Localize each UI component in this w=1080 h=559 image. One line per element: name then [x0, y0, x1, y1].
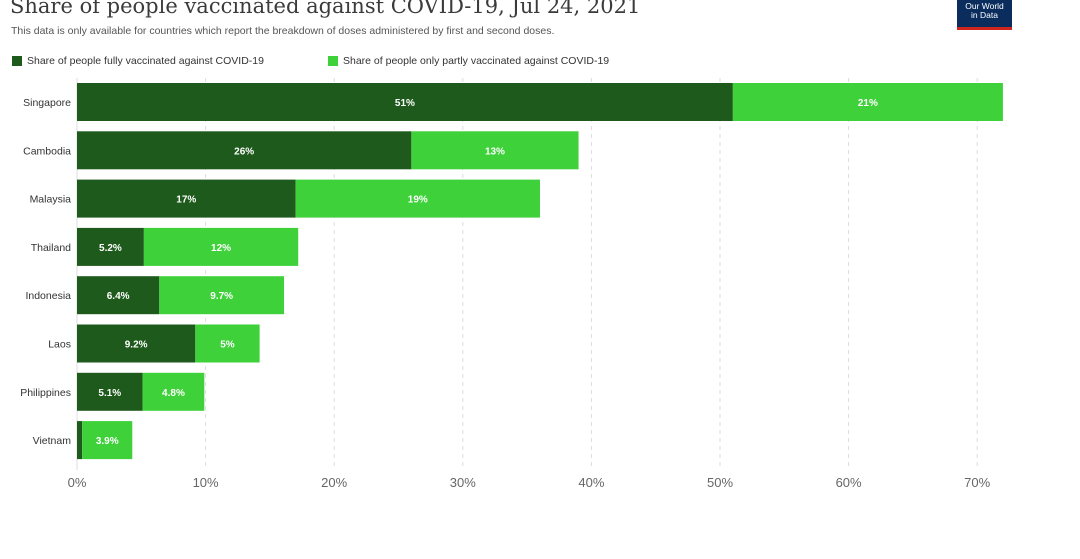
- logo-text-line1: Our World: [965, 1, 1004, 11]
- bar-fully: [77, 227, 144, 266]
- category-label: Vietnam: [33, 435, 72, 447]
- legend-label-partly: Share of people only partly vaccinated a…: [343, 55, 610, 67]
- bar-partly: [411, 131, 579, 170]
- bar-value-label: 51%: [395, 98, 415, 109]
- bar-partly: [732, 83, 1003, 121]
- bar-value-label: 5.2%: [99, 243, 122, 254]
- category-label: Malaysia: [30, 194, 72, 206]
- chart-subtitle: This data is only available for countrie…: [11, 25, 555, 37]
- bar-partly: [159, 276, 285, 315]
- bar-value-label: 21%: [858, 98, 878, 109]
- bar-fully: [77, 421, 83, 460]
- bar-value-label: 26%: [234, 146, 254, 157]
- legend-swatch-partly: [328, 56, 338, 66]
- bar-value-label: 6.4%: [107, 291, 130, 302]
- owid-logo[interactable]: Our World in Data: [957, 0, 1012, 30]
- legend-item-partly[interactable]: Share of people only partly vaccinated a…: [328, 55, 609, 67]
- x-tick-label: 0%: [68, 475, 87, 490]
- chart-title: Share of people vaccinated against COVID…: [10, 0, 641, 18]
- legend-swatch-fully: [12, 56, 22, 66]
- category-label: Indonesia: [25, 290, 71, 302]
- bar-value-label: 9.7%: [210, 291, 233, 302]
- bar-value-label: 12%: [211, 243, 231, 254]
- bar-partly: [142, 372, 205, 411]
- bar-value-label: 17%: [176, 195, 196, 206]
- logo-text-line2: in Data: [971, 10, 998, 20]
- bar-partly: [82, 421, 133, 460]
- x-tick-label: 70%: [964, 475, 990, 490]
- x-tick-label: 50%: [707, 475, 733, 490]
- bar-fully: [77, 179, 296, 218]
- bar-fully: [77, 324, 196, 363]
- bar-value-label: 4.8%: [162, 388, 185, 399]
- x-tick-label: 10%: [193, 475, 219, 490]
- bar-partly: [295, 179, 540, 218]
- x-tick-label: 30%: [450, 475, 476, 490]
- x-tick-label: 40%: [578, 475, 604, 490]
- bar-value-label: 9.2%: [125, 340, 148, 351]
- legend-label-fully: Share of people fully vaccinated against…: [27, 55, 264, 67]
- x-tick-label: 20%: [321, 475, 347, 490]
- bar-fully: [77, 372, 143, 411]
- bar-value-label: 5%: [220, 340, 235, 351]
- bar-fully: [77, 276, 160, 315]
- category-label: Laos: [48, 339, 71, 351]
- bar-value-label: 5.1%: [98, 388, 121, 399]
- category-label: Philippines: [20, 387, 71, 399]
- legend-item-fully[interactable]: Share of people fully vaccinated against…: [12, 55, 264, 67]
- bar-partly: [195, 324, 260, 363]
- bar-value-label: 13%: [485, 146, 505, 157]
- x-tick-label: 60%: [836, 475, 862, 490]
- bar-value-label: 19%: [408, 195, 428, 206]
- bar-partly: [143, 227, 299, 266]
- category-label: Cambodia: [23, 145, 71, 157]
- bar-value-label: 3.9%: [96, 436, 119, 447]
- bar-fully: [77, 131, 412, 170]
- category-label: Thailand: [31, 242, 71, 254]
- bar-fully: [77, 83, 733, 121]
- category-label: Singapore: [23, 97, 71, 109]
